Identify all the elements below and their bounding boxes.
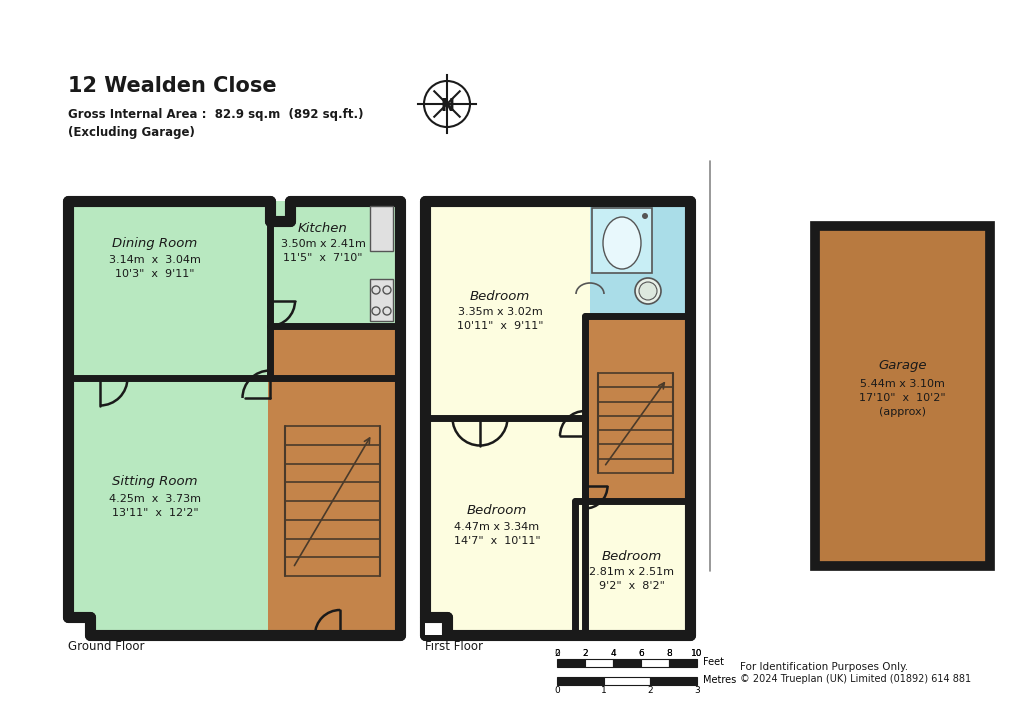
Text: 13'11"  x  12'2": 13'11" x 12'2" xyxy=(111,508,198,518)
Bar xyxy=(68,201,268,635)
Text: (Excluding Garage): (Excluding Garage) xyxy=(68,126,195,139)
Text: (approx): (approx) xyxy=(878,407,925,417)
Text: First Floor: First Floor xyxy=(425,640,483,653)
Text: Sitting Room: Sitting Room xyxy=(112,474,198,487)
Text: Bedroom: Bedroom xyxy=(467,505,527,518)
Text: 0: 0 xyxy=(553,649,559,658)
Bar xyxy=(612,659,640,667)
Text: Kitchen: Kitchen xyxy=(298,223,347,236)
Bar xyxy=(68,617,90,635)
Text: 0: 0 xyxy=(553,686,559,695)
Bar xyxy=(68,201,268,378)
Bar xyxy=(640,659,668,667)
Bar xyxy=(575,501,689,635)
Text: 3: 3 xyxy=(694,686,699,695)
Text: 4.25m  x  3.73m: 4.25m x 3.73m xyxy=(109,494,201,504)
Circle shape xyxy=(638,282,656,300)
Text: 2: 2 xyxy=(647,686,652,695)
Text: 10'11"  x  9'11": 10'11" x 9'11" xyxy=(457,321,543,331)
Text: 4: 4 xyxy=(609,649,615,658)
Bar xyxy=(68,378,268,635)
Text: 4.47m x 3.34m: 4.47m x 3.34m xyxy=(454,522,539,532)
Bar xyxy=(814,226,989,566)
Circle shape xyxy=(635,278,660,304)
Text: 2: 2 xyxy=(553,649,559,658)
Text: Gross Internal Area :  82.9 sq.m  (892 sq.ft.): Gross Internal Area : 82.9 sq.m (892 sq.… xyxy=(68,108,363,121)
Text: Feet: Feet xyxy=(702,657,723,667)
Bar xyxy=(370,279,392,321)
Bar xyxy=(268,201,399,326)
Text: 6: 6 xyxy=(638,649,643,658)
Bar xyxy=(650,677,696,685)
Text: 9'2"  x  8'2": 9'2" x 8'2" xyxy=(598,581,664,591)
Bar xyxy=(425,201,689,635)
Text: Garage: Garage xyxy=(877,360,926,373)
Text: 6: 6 xyxy=(638,649,643,658)
Text: 2: 2 xyxy=(582,649,587,658)
Text: 8: 8 xyxy=(665,649,672,658)
Text: Dining Room: Dining Room xyxy=(112,237,198,250)
Ellipse shape xyxy=(602,217,640,269)
Text: 1: 1 xyxy=(600,686,606,695)
Text: Ground Floor: Ground Floor xyxy=(68,640,145,653)
Text: 8: 8 xyxy=(665,649,672,658)
Bar xyxy=(591,208,651,273)
Text: 14'7"  x  10'11": 14'7" x 10'11" xyxy=(453,536,540,546)
Text: 5.44m x 3.10m: 5.44m x 3.10m xyxy=(859,379,944,389)
Bar xyxy=(425,617,446,635)
Bar xyxy=(268,326,399,635)
Text: 10'3"  x  9'11": 10'3" x 9'11" xyxy=(115,269,195,279)
Text: For Identification Purposes Only.: For Identification Purposes Only. xyxy=(739,662,907,672)
Text: 12 Wealden Close: 12 Wealden Close xyxy=(68,76,276,96)
Text: 11'5"  x  7'10": 11'5" x 7'10" xyxy=(283,253,363,263)
Text: Metres: Metres xyxy=(702,675,736,685)
Bar xyxy=(585,659,612,667)
Text: 3.14m  x  3.04m: 3.14m x 3.04m xyxy=(109,255,201,265)
Text: Bedroom: Bedroom xyxy=(470,290,530,303)
Text: 3.35m x 3.02m: 3.35m x 3.02m xyxy=(458,307,542,317)
Bar xyxy=(668,659,696,667)
Bar xyxy=(589,201,689,316)
Bar xyxy=(603,677,650,685)
Text: 10: 10 xyxy=(691,649,702,658)
Bar xyxy=(370,206,392,251)
Text: 10: 10 xyxy=(691,649,702,658)
Text: Bedroom: Bedroom xyxy=(601,549,661,562)
Bar xyxy=(585,316,689,501)
Text: 17'10"  x  10'2": 17'10" x 10'2" xyxy=(858,393,945,403)
Bar xyxy=(556,677,603,685)
Text: N: N xyxy=(439,97,453,115)
Text: 2.81m x 2.51m: 2.81m x 2.51m xyxy=(589,567,674,577)
Text: 4: 4 xyxy=(609,649,615,658)
Bar xyxy=(556,659,585,667)
Text: 3.50m x 2.41m: 3.50m x 2.41m xyxy=(280,239,365,249)
Text: © 2024 Trueplan (UK) Limited (01892) 614 881: © 2024 Trueplan (UK) Limited (01892) 614… xyxy=(739,674,970,684)
Text: 2: 2 xyxy=(582,649,587,658)
Circle shape xyxy=(641,213,647,219)
